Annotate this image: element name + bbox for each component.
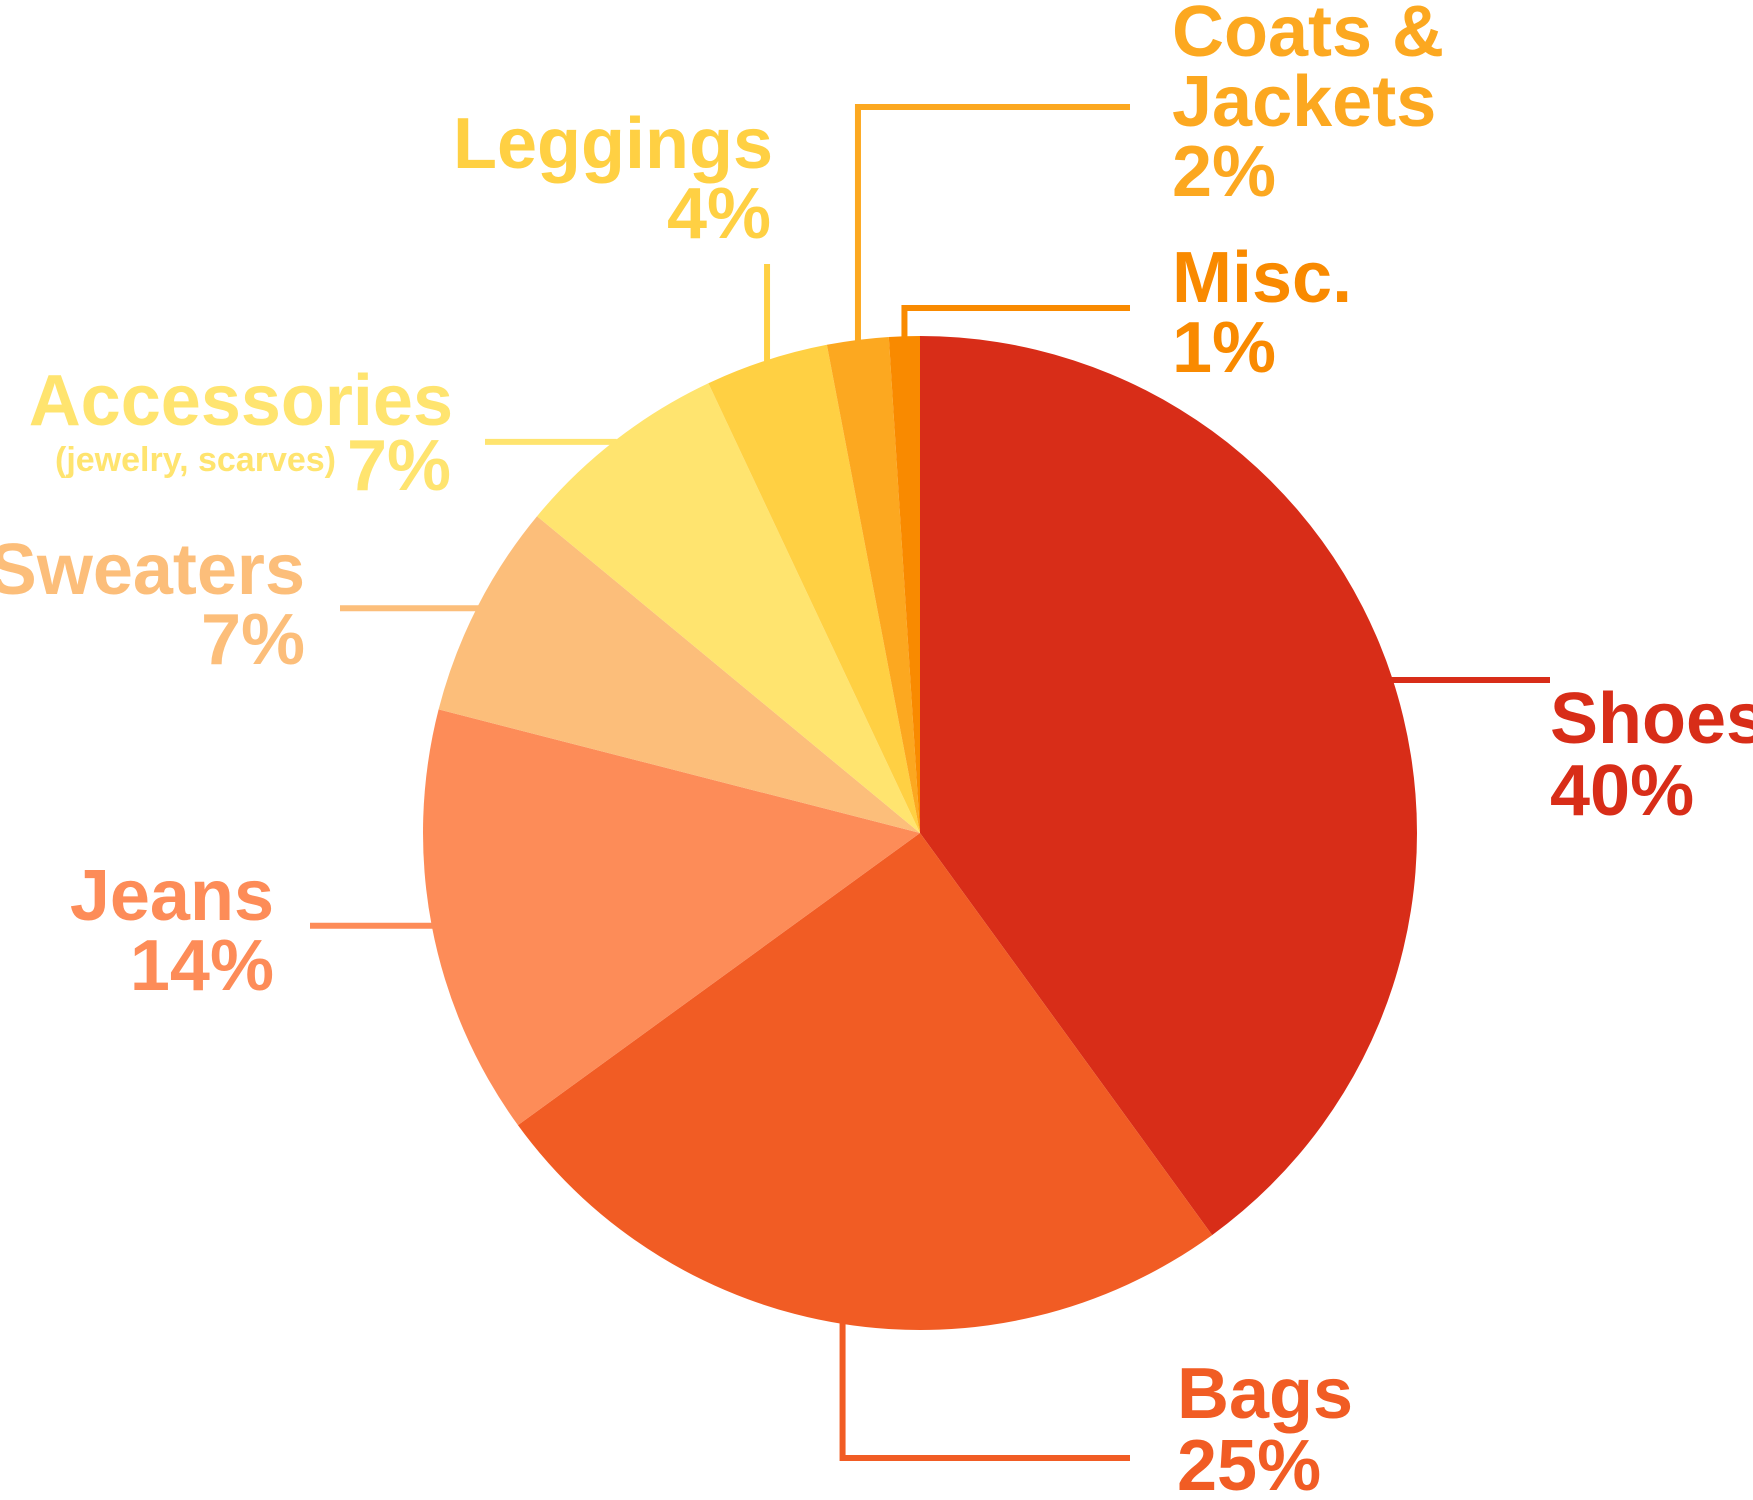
leader-line-coats-jackets bbox=[854, 104, 1130, 342]
label-group-bags: Bags 25% bbox=[1177, 1354, 1353, 1500]
slice-value-shoes: 40% bbox=[1550, 751, 1694, 831]
pie-slice-bags bbox=[517, 833, 1213, 1330]
pie-slice-sweaters bbox=[438, 516, 920, 833]
slice-label-bags: Bags bbox=[1177, 1354, 1353, 1434]
pie-slice-accessories bbox=[537, 383, 920, 833]
slice-sublabel-accessories: (jewelry, scarves) bbox=[55, 441, 336, 479]
slice-label-accessories: Accessories bbox=[29, 361, 453, 441]
slice-value-misc: 1% bbox=[1172, 308, 1276, 388]
slice-label-shoes: Shoes bbox=[1550, 679, 1753, 759]
pie-slice-leggings bbox=[708, 344, 920, 833]
label-group-leggings: Leggings 4% bbox=[453, 104, 773, 254]
slice-label-coats-line2: Jackets bbox=[1172, 62, 1436, 142]
slice-value-bags: 25% bbox=[1177, 1426, 1321, 1500]
leader-lines bbox=[310, 104, 1550, 1461]
leader-line-bags bbox=[839, 1321, 1130, 1461]
slice-value-leggings: 4% bbox=[667, 174, 771, 254]
label-group-misc: Misc. 1% bbox=[1172, 238, 1352, 388]
label-group-jeans: Jeans 14% bbox=[70, 856, 274, 1006]
pie-slice-misc bbox=[888, 336, 920, 833]
slice-value-coats-jackets: 2% bbox=[1172, 132, 1276, 212]
slice-label-misc: Misc. bbox=[1172, 238, 1352, 318]
slice-value-accessories: 7% bbox=[347, 426, 451, 506]
slice-label-coats-line1: Coats & bbox=[1172, 0, 1444, 72]
slice-label-sweaters: Sweaters bbox=[0, 530, 305, 610]
slice-value-jeans: 14% bbox=[130, 926, 274, 1006]
pie-slice-shoes bbox=[920, 336, 1417, 1236]
label-group-shoes: Shoes 40% bbox=[1550, 679, 1753, 831]
slice-label-jeans: Jeans bbox=[70, 856, 274, 936]
pie-slice-coats-jackets bbox=[826, 336, 920, 833]
pie-slice-jeans bbox=[423, 709, 920, 1126]
label-group-coats-jackets: Coats & Jackets 2% bbox=[1172, 0, 1444, 212]
slice-label-leggings: Leggings bbox=[453, 104, 773, 184]
label-group-accessories: Accessories (jewelry, scarves) 7% bbox=[29, 361, 453, 506]
slice-value-sweaters: 7% bbox=[201, 600, 305, 680]
leader-line-misc bbox=[901, 305, 1130, 339]
pie-slices bbox=[423, 336, 1417, 1330]
label-group-sweaters: Sweaters 7% bbox=[0, 530, 305, 680]
